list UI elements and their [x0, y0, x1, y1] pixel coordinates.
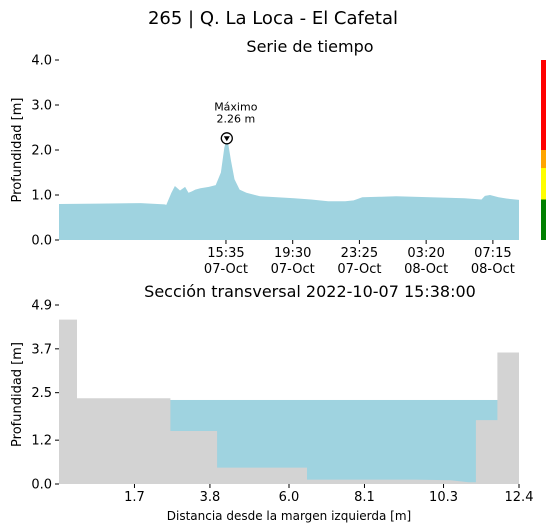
- chart2-title: Sección transversal 2022-10-07 15:38:00: [144, 282, 476, 301]
- y-tick-label: 2.5: [31, 386, 52, 401]
- x-tick-date: 08-Oct: [471, 262, 515, 277]
- y-tick-label: 0.0: [31, 478, 52, 493]
- threshold-bar-segment: [541, 199, 546, 240]
- y-tick-label: 4.0: [31, 54, 52, 69]
- y-tick-label: 3.0: [31, 99, 52, 114]
- x-tick-time: 07:15: [474, 246, 511, 261]
- max-annotation-label: Máximo: [214, 100, 258, 113]
- max-annotation-value: 2.26 m: [216, 112, 255, 125]
- x-tick-date: 08-Oct: [404, 262, 448, 277]
- y-tick-label: 4.9: [31, 299, 52, 314]
- x-tick-time: 03:20: [407, 246, 444, 261]
- y-tick-label: 0.0: [31, 234, 52, 249]
- chart1-ylabel: Profundidad [m]: [10, 98, 25, 203]
- x-tick-time: 19:30: [274, 246, 311, 261]
- threshold-bar-segment: [541, 60, 546, 150]
- x-tick-label: 8.1: [354, 490, 375, 505]
- x-tick-time: 15:35: [207, 246, 244, 261]
- x-tick-label: 10.3: [429, 490, 458, 505]
- y-tick-label: 2.0: [31, 144, 52, 159]
- max-marker-arrow: [223, 136, 230, 142]
- threshold-bar-segment: [541, 168, 546, 200]
- x-tick-date: 07-Oct: [337, 262, 381, 277]
- x-tick-date: 07-Oct: [204, 262, 248, 277]
- x-tick-time: 23:25: [341, 246, 378, 261]
- y-tick-label: 3.7: [31, 342, 52, 357]
- ground-profile: [59, 319, 519, 484]
- x-tick-label: 12.4: [505, 490, 534, 505]
- chart2-ylabel: Profundidad [m]: [10, 342, 25, 447]
- threshold-bar-segment: [541, 150, 546, 168]
- x-tick-date: 07-Oct: [271, 262, 315, 277]
- chart2-xlabel: Distancia desde la margen izquierda [m]: [167, 509, 411, 523]
- x-tick-label: 6.0: [279, 490, 300, 505]
- x-tick-label: 3.8: [200, 490, 221, 505]
- chart1-title: Serie de tiempo: [246, 37, 373, 56]
- page-title: 265 | Q. La Loca - El Cafetal: [147, 8, 399, 29]
- x-tick-label: 1.7: [124, 490, 145, 505]
- y-tick-label: 1.0: [31, 189, 52, 204]
- y-tick-label: 1.2: [31, 434, 52, 449]
- depth-series-area: [59, 138, 519, 240]
